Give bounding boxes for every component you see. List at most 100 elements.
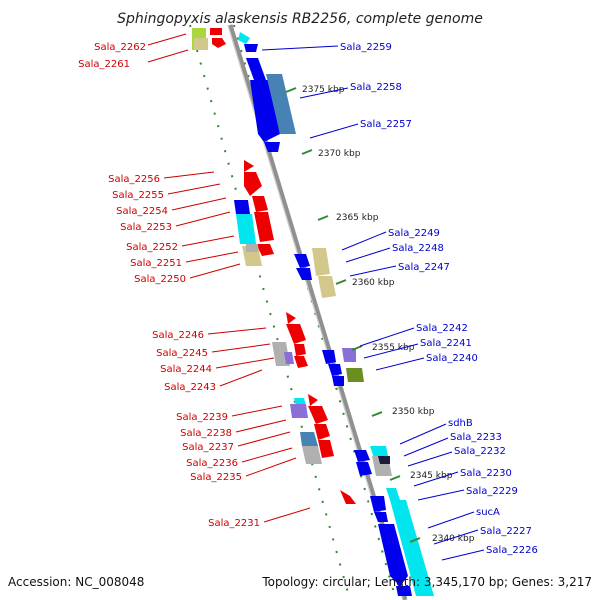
gene-label: Sala_2235 (190, 472, 242, 483)
right-gene-labels (261, 45, 485, 561)
gene-arrow-forward (308, 394, 318, 406)
gene-label: Sala_2238 (180, 428, 232, 439)
gene-block-khaki (312, 248, 330, 276)
gene-label: Sala_2242 (416, 323, 468, 334)
gene-block-cyan-large (390, 500, 434, 596)
leader-line (399, 423, 447, 445)
map-title: Sphingopyxis alaskensis RB2256, complete… (117, 11, 483, 27)
gene-arrow-reverse (332, 376, 344, 386)
leader-line (211, 343, 271, 353)
gene-arrow-reverse (296, 268, 312, 280)
gene-arrow-forward (308, 406, 328, 424)
gene-label: Sala_2253 (120, 222, 172, 233)
leader-line (147, 49, 189, 63)
tick-label: 2370 kbp (318, 149, 361, 159)
left-gene-labels (147, 33, 311, 523)
leader-line (241, 447, 293, 463)
gene-label: Sala_2250 (134, 274, 186, 285)
leader-line (359, 327, 415, 347)
leader-line (413, 471, 459, 487)
gene-block-khaki (318, 276, 336, 298)
gene-arrow-reverse (264, 142, 280, 152)
gene-arrow-cyan (238, 32, 250, 44)
gene-features (192, 28, 434, 596)
leader-line (363, 343, 419, 359)
gene-label: Sala_2247 (398, 262, 450, 273)
gene-arrow-forward (210, 28, 222, 35)
gene-arrow-reverse (244, 44, 258, 52)
leader-line (219, 369, 263, 387)
gene-arrow-reverse (356, 462, 372, 476)
gene-arrow-forward (260, 246, 270, 256)
gene-block-cyan (370, 446, 388, 458)
leader-line (407, 451, 453, 467)
leader-line (167, 183, 221, 195)
gene-block-grey (302, 446, 322, 464)
gene-arrow-forward (244, 160, 254, 172)
leader-line (171, 197, 227, 211)
gene-arrow-reverse (396, 586, 412, 596)
gene-label: Sala_2241 (420, 338, 472, 349)
gene-label: Sala_2261 (78, 59, 130, 70)
leader-line (207, 327, 267, 335)
leader-line (181, 235, 235, 247)
gene-arrow-forward (252, 196, 268, 212)
tick-mark (317, 215, 329, 221)
gene-arrow-forward (318, 440, 334, 458)
leader-line (427, 511, 475, 529)
gene-label: Sala_2258 (350, 82, 402, 93)
tick-labels: 2375 kbp 2370 kbp 2365 kbp 2360 kbp 2355… (302, 85, 475, 544)
tick-label: 2365 kbp (336, 213, 379, 223)
tick-label: 2340 kbp (432, 534, 475, 544)
gene-label: Sala_2249 (388, 228, 440, 239)
left-gene-label-texts: Sala_2262 Sala_2261 Sala_2256 Sala_2255 … (78, 42, 260, 529)
gene-block-olive (346, 368, 364, 382)
leader-line (231, 405, 283, 417)
gene-label: Sala_2256 (108, 174, 160, 185)
leader-line (215, 357, 275, 369)
gene-block-steel (266, 74, 296, 134)
tick-mark (351, 345, 363, 351)
gene-label: Sala_2262 (94, 42, 146, 53)
gene-arrow-reverse (328, 364, 342, 376)
leader-line (349, 265, 397, 277)
gene-block-cyan (386, 488, 400, 500)
gene-label: Sala_2255 (112, 190, 164, 201)
tick-label: 2345 kbp (410, 471, 453, 481)
gene-arrow-reverse (246, 58, 266, 80)
gene-label: Sala_2251 (130, 258, 182, 269)
gene-arrow-forward (244, 172, 262, 196)
leader-line (417, 489, 465, 501)
gene-arrow-reverse (354, 450, 370, 462)
gene-label: Sala_2231 (208, 518, 260, 529)
gene-arrow-reverse (378, 524, 408, 586)
gene-label: sdhB (448, 418, 473, 429)
gene-label: sucA (476, 507, 500, 518)
gene-arrow-reverse (370, 496, 386, 512)
gene-arrow-reverse (322, 350, 336, 364)
gene-label: Sala_2252 (126, 242, 178, 253)
gene-label: Sala_2246 (152, 330, 204, 341)
genome-summary-text: Topology: circular; Length: 3,345,170 bp… (261, 575, 592, 589)
gene-block-cyan (236, 214, 256, 244)
leader-line (403, 437, 449, 457)
tick-mark (301, 149, 313, 155)
gene-label: Sala_2232 (454, 446, 506, 457)
gene-block-dark (378, 456, 390, 464)
leader-line (309, 123, 359, 139)
tick-mark (389, 475, 401, 481)
gene-arrow-forward (212, 38, 226, 48)
gene-arrow-reverse (294, 254, 310, 268)
tick-label: 2360 kbp (352, 278, 395, 288)
gene-arrow-reverse (374, 512, 388, 522)
gene-arrow-forward (314, 424, 330, 440)
gene-arrow-reverse (250, 80, 280, 142)
leader-line (261, 45, 339, 51)
gene-label: Sala_2227 (480, 526, 532, 537)
gene-label: Sala_2240 (426, 353, 478, 364)
leader-line (433, 529, 479, 545)
gene-arrow-forward (286, 312, 296, 324)
gene-label: Sala_2236 (186, 458, 238, 469)
